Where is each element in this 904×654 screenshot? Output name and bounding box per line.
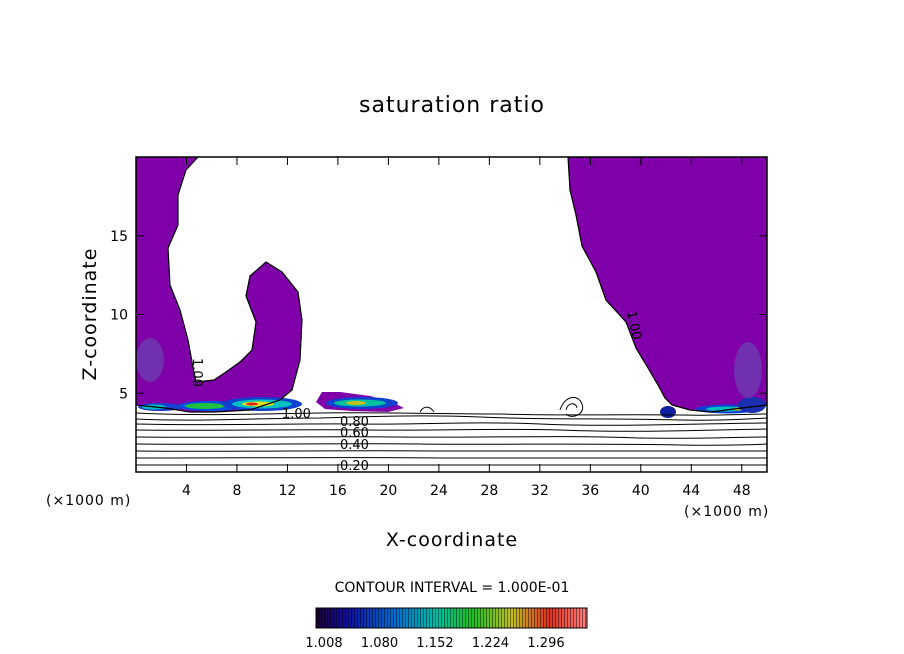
colorbar-tick-label: 1.080 <box>361 636 398 651</box>
x-tick-label: 24 <box>430 483 448 499</box>
x-tick-label: 40 <box>632 483 650 499</box>
colorbar: 1.008 1.080 1.152 1.224 1.296 <box>305 607 588 651</box>
contour-label: 1.00 <box>623 310 644 341</box>
x-axis-label: X-coordinate <box>386 529 518 551</box>
y-axis-ticks: 5 10 15 <box>110 229 767 402</box>
x-tick-label: 44 <box>682 483 700 499</box>
x-tick-label: 20 <box>379 483 397 499</box>
x-tick-label: 16 <box>329 483 347 499</box>
x-tick-label: 32 <box>531 483 549 499</box>
contour-label: 1.00 <box>282 407 311 422</box>
colorbar-tick-label: 1.152 <box>416 636 453 651</box>
x-tick-label: 36 <box>581 483 599 499</box>
colorbar-tick-label: 1.008 <box>305 636 342 651</box>
x-tick-label: 8 <box>232 483 241 499</box>
contour-label: 0.80 <box>340 415 369 430</box>
contour-labels: 1.00 1.00 1.00 0.80 0.60 0.40 0.20 <box>189 310 644 474</box>
y-tick-label: 5 <box>119 386 128 402</box>
x-tick-label: 4 <box>182 483 191 499</box>
chart-title: saturation ratio <box>359 93 545 118</box>
x-axis-ticks: 4 8 12 16 20 24 28 32 36 40 44 48 <box>182 157 751 499</box>
contour-lines <box>136 157 767 466</box>
x-tick-label: 12 <box>279 483 297 499</box>
colorbar-tick-label: 1.296 <box>527 636 564 651</box>
x-tick-label: 28 <box>480 483 498 499</box>
x-axis-unit-left: (×1000 m) <box>46 493 131 509</box>
colorbar-bands <box>316 608 587 628</box>
y-tick-label: 15 <box>110 229 128 245</box>
x-axis-unit-right: (×1000 m) <box>684 504 769 520</box>
colorbar-ticks: 1.008 1.080 1.152 1.224 1.296 <box>305 636 564 651</box>
plot-area <box>136 157 767 466</box>
saturated-region-right <box>568 157 767 412</box>
colorbar-frame <box>315 607 588 629</box>
contour-interval: CONTOUR INTERVAL = 1.000E-01 <box>335 580 570 596</box>
y-tick-label: 10 <box>110 308 128 324</box>
contour-label: 0.20 <box>340 459 369 474</box>
y-axis-label: Z-coordinate <box>79 248 101 381</box>
contour-label: 0.40 <box>340 438 369 453</box>
contour-label: 0.60 <box>340 426 369 441</box>
contour-label: 1.00 <box>189 358 204 387</box>
x-tick-label: 48 <box>733 483 751 499</box>
colorbar-tick-label: 1.224 <box>472 636 509 651</box>
